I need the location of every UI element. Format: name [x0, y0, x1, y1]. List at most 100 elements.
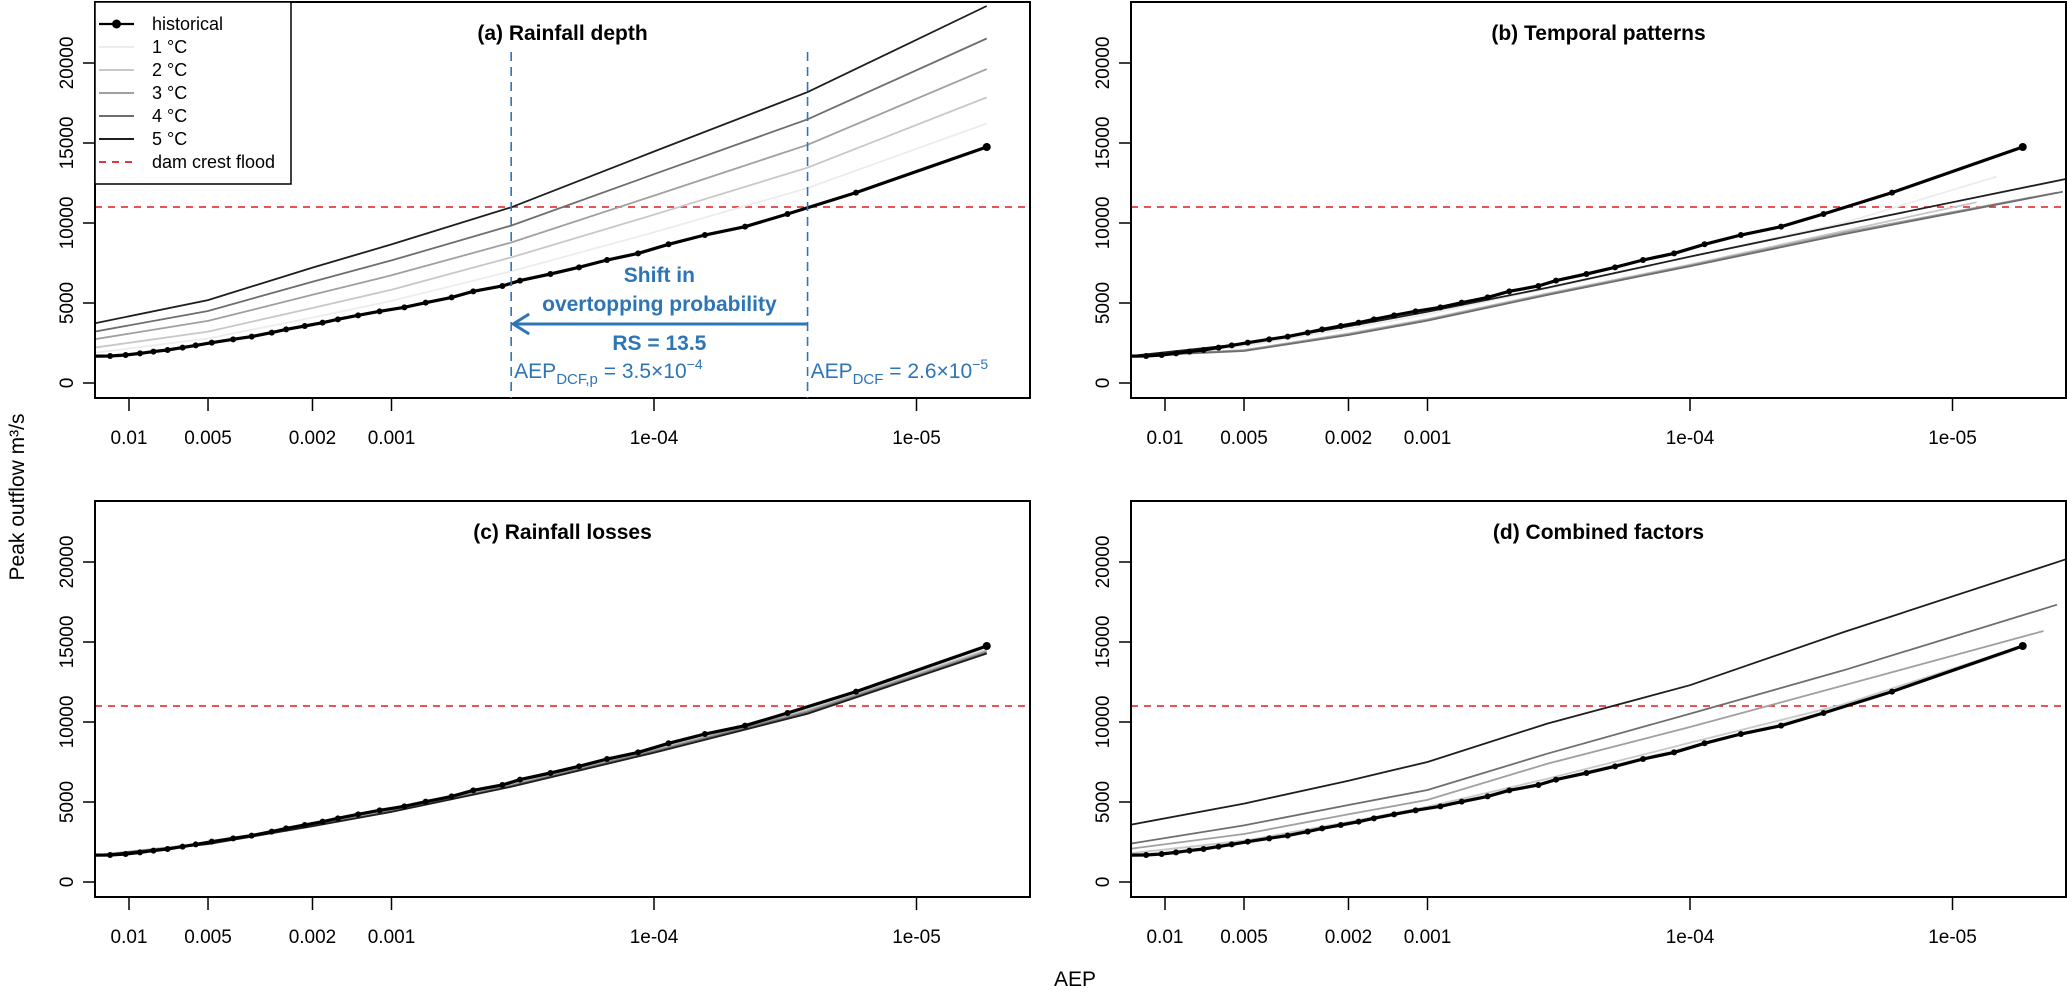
historical-point: [547, 271, 554, 278]
historical-point: [665, 241, 672, 248]
arrow-head-icon: [510, 312, 530, 336]
historical-point: [701, 731, 708, 737]
y-tick-label: 15000: [1093, 117, 1114, 170]
legend: historical 1 °C 2 °C 3 °C 4 °C 5 °C dam crest …: [94, 1, 292, 185]
historical-point: [1552, 277, 1559, 284]
historical-point: [1458, 299, 1465, 306]
historical-point: [1143, 352, 1150, 359]
historical-point: [1484, 294, 1491, 301]
historical-point: [1820, 710, 1827, 717]
historical-point: [604, 256, 611, 263]
historical-point: [137, 849, 144, 856]
historical-point: [853, 189, 860, 196]
aep-right-main: AEP: [811, 360, 853, 383]
historical-point: [1173, 350, 1180, 357]
series-2C-line: [1131, 652, 2001, 855]
historical-point: [1889, 688, 1896, 695]
series-2C-line: [95, 649, 987, 857]
legend-item: historical: [99, 14, 223, 34]
x-tick-label: 1e-04: [1666, 927, 1715, 948]
legend-item: 3 °C: [99, 83, 187, 103]
legend-item: 5 °C: [99, 129, 187, 149]
historical-point: [1640, 256, 1647, 263]
x-axis-label: AEP: [1054, 968, 1096, 991]
x-tick-label: 1e-04: [630, 428, 679, 449]
historical-point: [1337, 323, 1344, 330]
y-tick-label: 15000: [57, 117, 78, 170]
series-1C-line: [1131, 175, 1997, 357]
historical-point: [334, 815, 341, 822]
y-tick-label: 5000: [57, 282, 78, 324]
historical-point: [334, 316, 341, 323]
y-tick-label: 5000: [1093, 781, 1114, 823]
series-4C-line: [95, 651, 987, 857]
historical-point: [164, 347, 171, 354]
historical-point: [319, 319, 326, 326]
x-tick-label: 0.001: [1404, 428, 1452, 449]
series-1C-line: [1131, 651, 2011, 855]
series-3C-line: [95, 650, 987, 857]
x-tick-label: 0.002: [289, 428, 337, 449]
legend-marker: [112, 19, 121, 29]
y-tick-label: 20000: [57, 37, 78, 90]
historical-point: [516, 776, 523, 783]
historical-point: [853, 688, 860, 695]
historical-line: [95, 644, 988, 857]
historical-point: [516, 277, 523, 284]
historical-point: [1355, 319, 1362, 326]
aep-right-exp: −5: [972, 356, 988, 372]
plot-frame: [1130, 1, 2067, 399]
historical-point: [1583, 770, 1590, 777]
historical-point: [1228, 841, 1235, 848]
historical-point: [982, 642, 991, 650]
y-tick-label: 15000: [57, 616, 78, 669]
historical-point: [635, 250, 642, 257]
y-tick-label: 10000: [57, 696, 78, 749]
panel-title: (c) Rainfall losses: [473, 521, 652, 544]
historical-point: [1244, 838, 1251, 845]
x-tick-label: 0.001: [368, 927, 416, 948]
historical-point: [2018, 143, 2027, 151]
x-tick-label: 0.01: [1147, 428, 1184, 449]
historical-point: [2018, 642, 2027, 650]
y-tick-label: 5000: [57, 781, 78, 823]
historical-point: [1186, 847, 1193, 854]
historical-point: [1437, 304, 1444, 311]
y-tick-label: 0: [57, 378, 78, 389]
historical-point: [1412, 308, 1419, 315]
historical-point: [1820, 211, 1827, 218]
historical-point: [376, 807, 383, 814]
historical-point: [742, 223, 749, 230]
historical-point: [1889, 189, 1896, 196]
historical-point: [1319, 825, 1326, 832]
legend-label: 5 °C: [152, 129, 187, 149]
historical-point: [1484, 793, 1491, 800]
historical-point: [1284, 832, 1291, 839]
historical-point: [122, 851, 129, 857]
historical-point: [179, 843, 186, 850]
historical-point: [107, 352, 114, 359]
y-tick-label: 10000: [1093, 696, 1114, 749]
historical-point: [784, 211, 791, 218]
historical-point: [1244, 339, 1251, 346]
panel-a: 0 5000 10000 15000 20000 0.01 0.005 0.002 0.001 1…: [57, 1, 1031, 449]
historical-point: [1701, 241, 1708, 248]
y-tick-label: 5000: [1093, 282, 1114, 324]
plot-frame: [94, 1, 1031, 399]
legend-label: historical: [152, 14, 223, 34]
historical-point: [268, 329, 275, 336]
y-tick-label: 10000: [1093, 197, 1114, 250]
historical-point: [248, 832, 255, 839]
series-5C-line: [1131, 558, 2066, 826]
historical-point: [179, 344, 186, 351]
historical-point: [576, 763, 583, 770]
historical-point: [1370, 316, 1377, 323]
historical-point: [982, 143, 991, 151]
x-tick-label: 0.01: [111, 428, 148, 449]
x-tick-label: 1e-04: [1666, 428, 1715, 449]
historical-point: [230, 336, 237, 343]
historical-point: [1186, 348, 1193, 355]
historical-point: [192, 342, 199, 349]
annotation-line2: overtopping probability: [542, 293, 777, 316]
